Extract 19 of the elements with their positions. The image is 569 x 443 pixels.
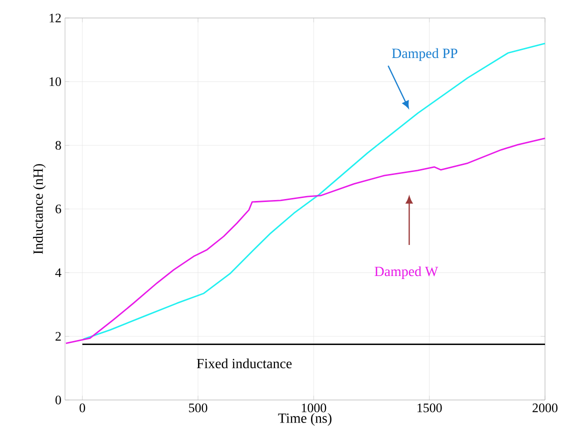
y-axis-title: Inductance (nH) bbox=[33, 164, 46, 254]
text: Damped W bbox=[374, 266, 438, 279]
y-tick-label: 8 bbox=[56, 140, 61, 150]
y-tick-label: 10 bbox=[50, 77, 61, 86]
y-tick-label: 6 bbox=[56, 204, 62, 214]
x-tick-label: 1500 bbox=[418, 404, 442, 412]
x-tick-label: 2000 bbox=[532, 404, 558, 412]
x-axis-title: Time (ns) bbox=[278, 413, 332, 426]
line-series bbox=[65, 138, 546, 344]
series-label: Damped PP bbox=[392, 48, 458, 61]
line-series bbox=[82, 42, 546, 340]
y-tick-label: 12 bbox=[50, 14, 61, 22]
x-tick-label: 0 bbox=[80, 404, 86, 412]
x-tick-label: 500 bbox=[189, 404, 208, 412]
series-label: Fixed inductance bbox=[196, 358, 292, 368]
x-tick-label: 1000 bbox=[302, 404, 326, 412]
y-tick-label: 4 bbox=[55, 268, 62, 277]
y-tick-label: 2 bbox=[56, 332, 61, 341]
y-tick-label: 0 bbox=[56, 396, 61, 404]
